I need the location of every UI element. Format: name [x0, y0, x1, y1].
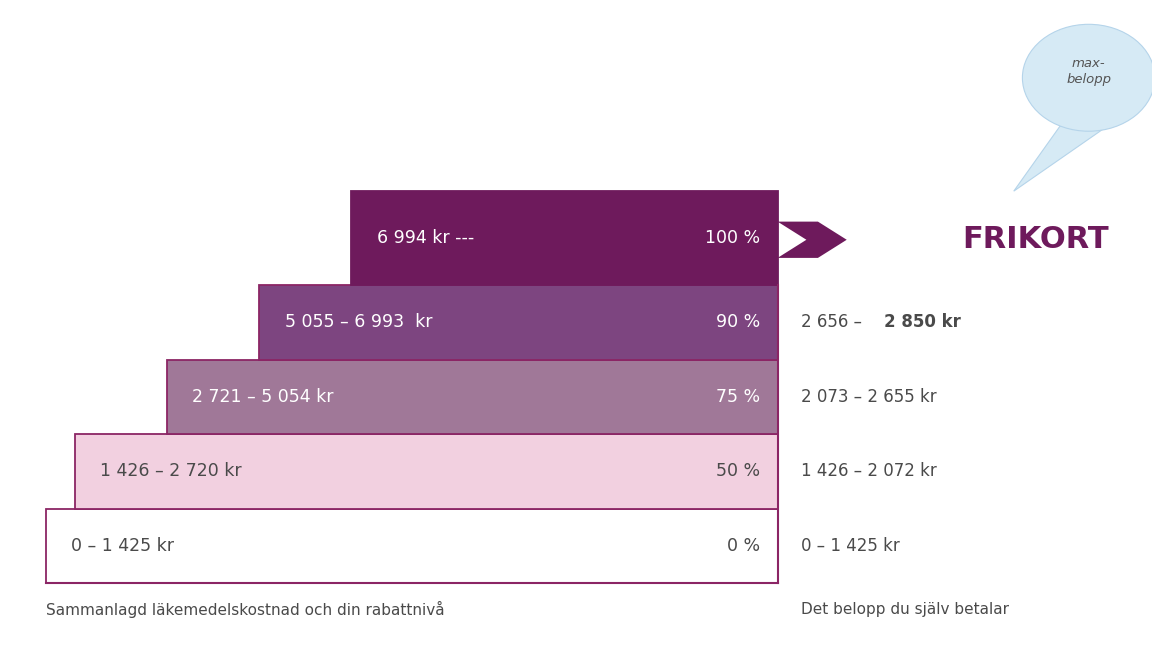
Text: 1 426 – 2 720 kr: 1 426 – 2 720 kr — [100, 463, 242, 480]
Text: FRIKORT: FRIKORT — [962, 226, 1108, 254]
Text: 2 073 – 2 655 kr: 2 073 – 2 655 kr — [801, 388, 937, 406]
Bar — [259, 285, 778, 360]
Text: 90 %: 90 % — [717, 314, 760, 331]
Text: Det belopp du själv betalar: Det belopp du själv betalar — [801, 601, 1009, 617]
Ellipse shape — [1022, 24, 1152, 132]
Text: 0 – 1 425 kr: 0 – 1 425 kr — [801, 537, 900, 555]
Text: 2 721 – 5 054 kr: 2 721 – 5 054 kr — [192, 388, 334, 406]
Bar — [75, 434, 778, 509]
Text: 2 656 –: 2 656 – — [801, 314, 867, 331]
Text: 0 – 1 425 kr: 0 – 1 425 kr — [71, 537, 174, 555]
Text: 1 426 – 2 072 kr: 1 426 – 2 072 kr — [801, 463, 937, 480]
Text: 75 %: 75 % — [717, 388, 760, 406]
Bar — [167, 360, 778, 434]
Bar — [351, 191, 778, 285]
Text: 2 850 kr: 2 850 kr — [884, 314, 961, 331]
Text: 50 %: 50 % — [717, 463, 760, 480]
Text: 100 %: 100 % — [705, 229, 760, 247]
Text: Sammanlagd läkemedelskostnad och din rabattnivå: Sammanlagd läkemedelskostnad och din rab… — [46, 601, 445, 618]
Polygon shape — [1014, 123, 1112, 191]
Text: 5 055 – 6 993  kr: 5 055 – 6 993 kr — [285, 314, 432, 331]
Polygon shape — [778, 222, 847, 258]
Text: 6 994 kr ---: 6 994 kr --- — [377, 229, 473, 247]
Text: max-
belopp: max- belopp — [1066, 57, 1112, 86]
Bar — [46, 509, 778, 583]
Text: 0 %: 0 % — [727, 537, 760, 555]
